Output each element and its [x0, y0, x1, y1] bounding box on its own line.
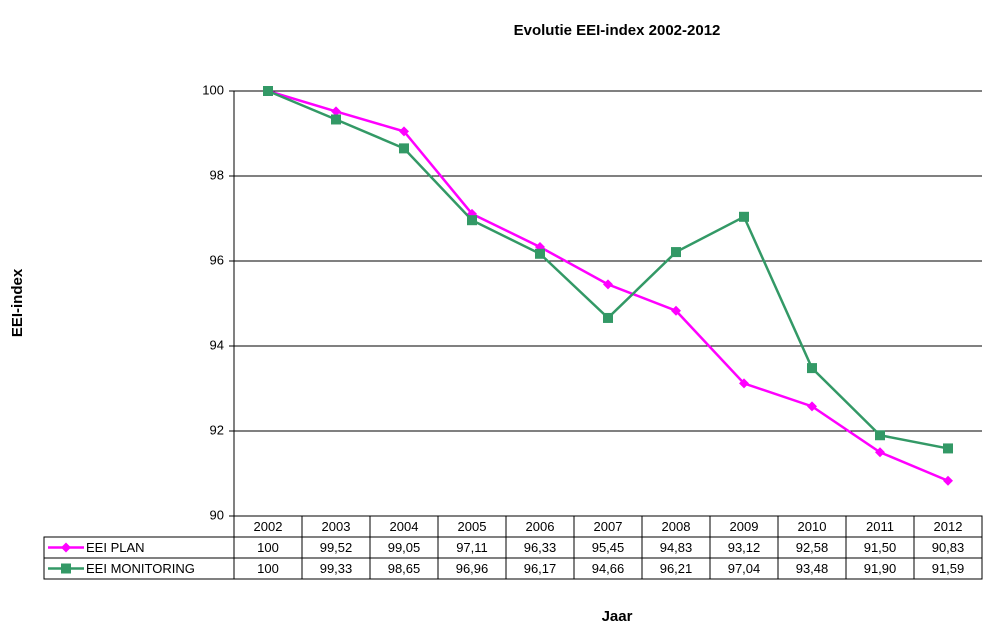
table-value: 99,33 — [320, 561, 353, 576]
marker — [943, 443, 953, 454]
marker — [875, 430, 885, 441]
table-value: 99,05 — [388, 540, 421, 555]
table-value: 96,21 — [660, 561, 693, 576]
marker — [603, 279, 613, 290]
marker — [671, 305, 681, 316]
marker — [535, 248, 545, 259]
marker — [739, 378, 749, 389]
table-value: 91,90 — [864, 561, 897, 576]
table-value: 91,50 — [864, 540, 897, 555]
marker — [807, 363, 817, 374]
table-value: 97,04 — [728, 561, 761, 576]
marker — [603, 312, 613, 323]
x-tick-label: 2007 — [594, 519, 623, 534]
marker — [399, 143, 409, 154]
y-tick-label: 96 — [210, 252, 224, 267]
x-axis-label: Jaar — [602, 608, 633, 625]
marker — [399, 126, 409, 137]
y-tick-label: 90 — [210, 507, 224, 522]
line — [267, 89, 949, 450]
table-value: 99,52 — [320, 540, 353, 555]
marker — [61, 563, 71, 574]
table-value: 90,83 — [932, 540, 965, 555]
x-tick-label: 2010 — [798, 519, 827, 534]
marker — [875, 447, 885, 458]
table-value: 92,58 — [796, 540, 829, 555]
table-value: 100 — [257, 561, 279, 576]
x-tick-label: 2003 — [322, 519, 351, 534]
y-tick-label: 98 — [210, 167, 224, 182]
x-tick-label: 2004 — [390, 519, 419, 534]
marker — [331, 106, 341, 117]
legend-label: EEI PLAN — [86, 540, 145, 555]
x-tick-label: 2012 — [934, 519, 963, 534]
marker — [263, 86, 273, 96]
marker — [61, 542, 71, 553]
legend-label: EEI MONITORING — [86, 561, 195, 576]
marker — [671, 247, 681, 258]
table-value: 94,83 — [660, 540, 693, 555]
marker — [807, 401, 817, 412]
chart-title: Evolutie EEI-index 2002-2012 — [514, 22, 721, 39]
x-tick-label: 2002 — [254, 519, 283, 534]
table-value: 95,45 — [592, 540, 625, 555]
table-value: 100 — [257, 540, 279, 555]
table-value: 97,11 — [456, 540, 488, 555]
table-value: 93,12 — [728, 540, 761, 555]
y-tick-label: 94 — [210, 337, 224, 352]
x-tick-label: 2011 — [866, 519, 894, 534]
y-tick-label: 100 — [202, 82, 224, 97]
table-value: 96,17 — [524, 561, 557, 576]
table-value: 98,65 — [388, 561, 421, 576]
table-value: 96,33 — [524, 540, 557, 555]
x-tick-label: 2006 — [526, 519, 555, 534]
marker — [331, 114, 341, 125]
table-value: 93,48 — [796, 561, 829, 576]
x-tick-label: 2005 — [458, 519, 487, 534]
table-value: 96,96 — [456, 561, 489, 576]
y-axis-label: EEI-index — [9, 268, 26, 337]
x-tick-label: 2009 — [730, 519, 759, 534]
x-tick-label: 2008 — [662, 519, 691, 534]
marker — [467, 215, 477, 226]
marker — [943, 475, 953, 486]
table-value: 91,59 — [932, 561, 965, 576]
y-tick-label: 92 — [210, 422, 224, 437]
marker — [739, 211, 749, 222]
table-value: 94,66 — [592, 561, 625, 576]
